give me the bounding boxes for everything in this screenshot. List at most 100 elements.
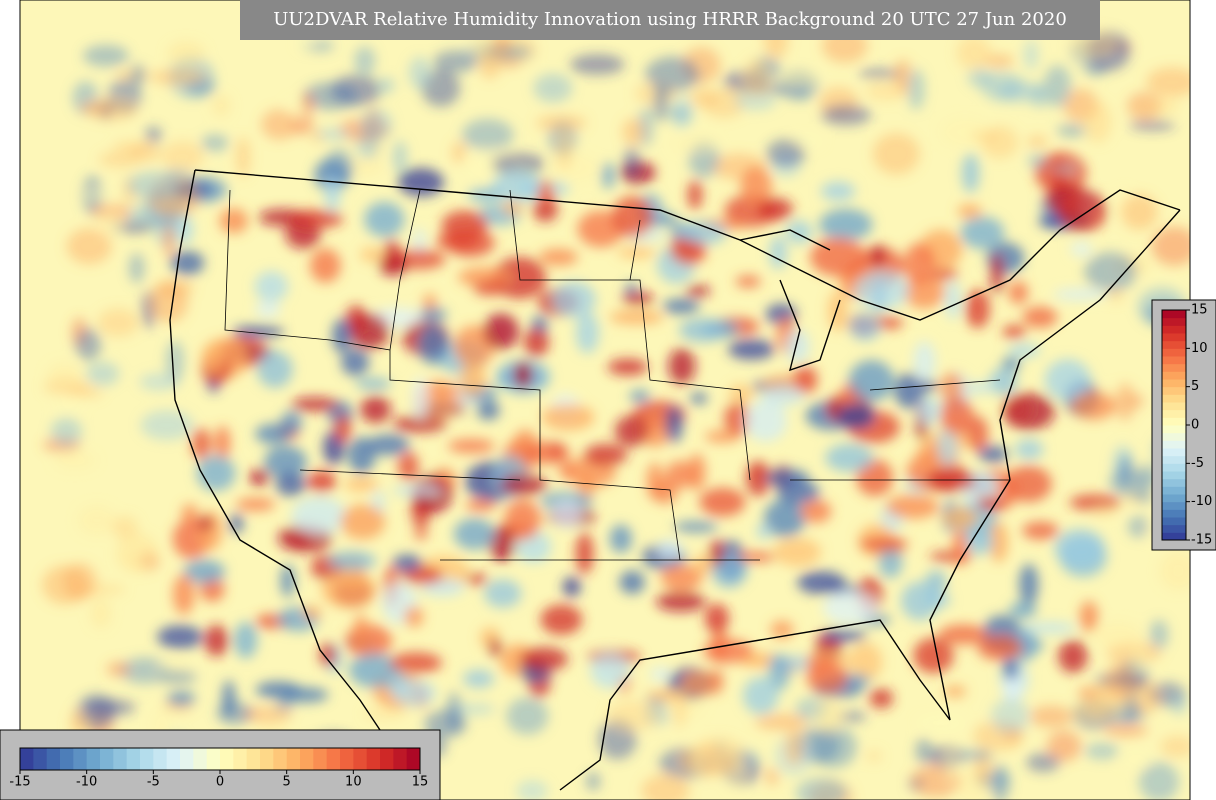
field-blob	[838, 402, 876, 430]
colorbar-tick-label: -15	[9, 775, 30, 790]
field-blob	[533, 73, 573, 103]
field-blob	[687, 180, 703, 210]
colorbar-swatch	[1162, 317, 1186, 326]
colorbar-swatch	[1162, 524, 1186, 533]
field-blob	[540, 604, 583, 635]
field-blob	[473, 280, 507, 296]
field-blob	[848, 642, 883, 682]
colorbar-swatch	[1162, 340, 1186, 349]
field-blob	[1127, 516, 1151, 538]
field-blob	[1009, 601, 1037, 619]
colorbar-swatch	[1162, 409, 1186, 418]
field-blob	[711, 624, 728, 663]
field-blob	[1002, 675, 1022, 704]
field-blob	[849, 313, 881, 342]
field-blob	[404, 606, 424, 628]
field-blob	[1046, 730, 1082, 762]
field-blob	[249, 469, 270, 486]
field-blob	[363, 707, 406, 720]
field-blob	[310, 248, 341, 283]
field-blob	[1120, 194, 1158, 230]
field-blob	[219, 208, 249, 234]
field-blob	[769, 235, 788, 270]
field-blob	[145, 126, 162, 145]
field-blob	[778, 72, 817, 89]
west-coast	[169, 169, 431, 800]
field-blob	[106, 661, 131, 677]
field-blob	[77, 505, 116, 536]
great-lakes	[739, 229, 841, 372]
colorbar-bottom: -15 -10 -5 0 5 10 15	[9, 747, 428, 790]
field-blob	[321, 571, 377, 608]
field-blob	[513, 362, 533, 388]
field-blob	[392, 554, 423, 572]
field-blob	[704, 430, 740, 443]
colorbar-swatch	[1162, 486, 1186, 495]
field-blob	[607, 358, 648, 376]
colorbar-swatch	[206, 748, 221, 770]
field-blob	[940, 396, 974, 436]
field-blob	[858, 68, 904, 79]
field-blob	[586, 771, 601, 791]
field-blob	[945, 748, 959, 786]
field-blob	[1079, 601, 1099, 633]
field-blob	[255, 423, 292, 445]
field-blob	[360, 109, 392, 140]
field-blob	[965, 289, 990, 329]
field-blob	[1023, 39, 1039, 71]
field-blob	[1029, 83, 1050, 108]
field-blob	[1029, 705, 1073, 728]
colorbar-swatch	[73, 748, 88, 770]
field-blob	[740, 167, 773, 205]
field-blob	[743, 58, 771, 100]
field-blob	[903, 242, 936, 285]
colorbar-swatch	[20, 748, 34, 770]
colorbar-swatch	[286, 748, 301, 770]
field-blob	[204, 342, 224, 375]
field-blob	[532, 197, 558, 222]
field-blob	[1093, 621, 1143, 650]
field-blob	[324, 177, 341, 212]
field-blob	[53, 452, 96, 470]
field-blob	[254, 271, 289, 302]
colorbar-swatch	[1162, 394, 1186, 403]
field-blob	[1146, 67, 1190, 98]
field-blob	[483, 313, 519, 350]
field-blob	[300, 92, 314, 117]
field-blob	[1027, 135, 1048, 148]
field-blob	[234, 621, 258, 659]
field-blob	[854, 270, 910, 310]
field-blob	[419, 307, 447, 322]
field-blob	[130, 64, 146, 87]
field-blob	[1084, 743, 1120, 760]
field-blob	[966, 530, 994, 555]
field-blob	[680, 221, 727, 245]
field-blob	[943, 685, 967, 698]
colorbar-swatch	[380, 748, 394, 770]
field-blob	[960, 216, 1005, 250]
field-blob	[1058, 639, 1088, 673]
field-blob	[288, 209, 344, 229]
field-blob	[537, 180, 554, 206]
field-blob	[331, 318, 352, 354]
colorbar-tick-label: 5	[283, 775, 291, 790]
field-blob	[754, 713, 809, 731]
field-blob	[1149, 619, 1169, 650]
colorbar-swatch	[1162, 440, 1186, 449]
field-blob	[348, 653, 400, 688]
field-blob	[1027, 153, 1048, 169]
colorbar-tick-label: -15	[1191, 533, 1212, 548]
field-blob	[860, 537, 908, 551]
field-blob	[619, 570, 645, 595]
field-blob	[1053, 288, 1107, 301]
field-blob	[1108, 468, 1149, 497]
field-blob	[408, 56, 431, 90]
field-blob	[795, 777, 848, 800]
field-blob	[489, 638, 502, 657]
field-blob	[359, 247, 386, 263]
field-blob	[1002, 356, 1021, 372]
field-blob	[821, 104, 871, 126]
field-blob	[727, 339, 775, 360]
field-blob	[392, 415, 447, 433]
field-blob	[958, 749, 993, 761]
